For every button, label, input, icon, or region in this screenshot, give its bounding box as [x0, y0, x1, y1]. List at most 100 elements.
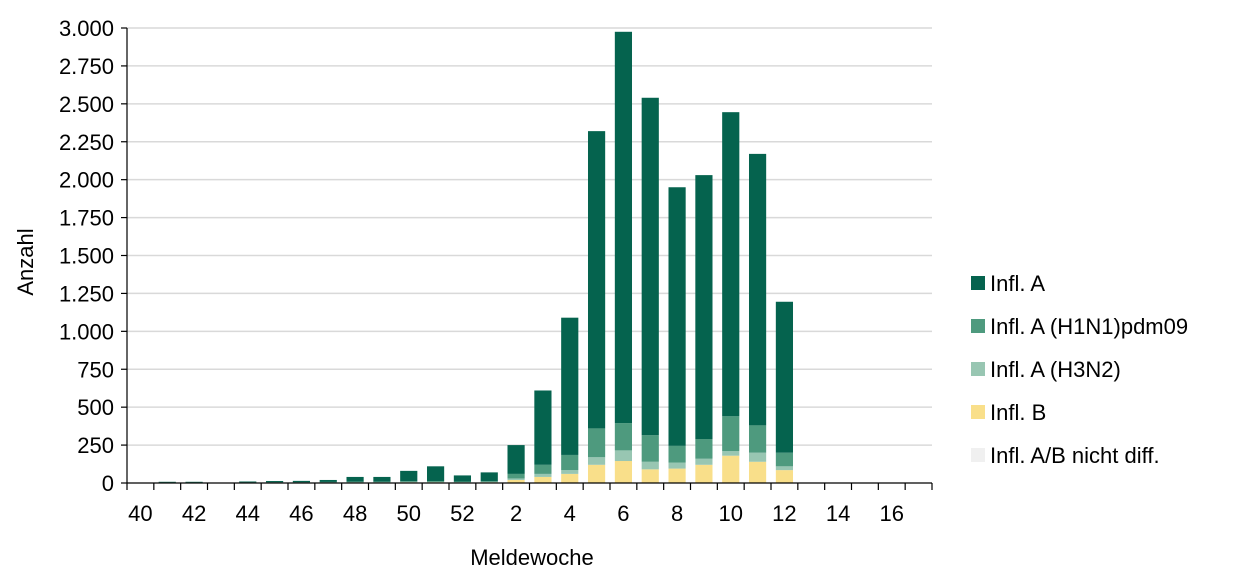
bar-segment: [695, 459, 712, 465]
x-tick-label: 2: [510, 501, 522, 526]
bar-segment: [320, 480, 337, 482]
y-tick-label: 1.250: [59, 281, 114, 306]
bar-segment: [373, 482, 390, 483]
bar-segment: [776, 302, 793, 453]
bar-segment: [507, 474, 524, 479]
legend-swatch: [971, 405, 985, 419]
bar-segment: [722, 451, 739, 456]
bar-segment: [534, 477, 551, 483]
bar-segment: [481, 472, 498, 481]
bar-segment: [561, 455, 578, 470]
bar-segment: [776, 453, 793, 467]
legend-label: Infl. A (H1N1)pdm09: [990, 314, 1188, 339]
bar-segment: [159, 482, 176, 483]
bar-segment: [749, 154, 766, 425]
y-tick-label: 1.000: [59, 319, 114, 344]
y-tick-label: 0: [102, 471, 114, 496]
bar-segment: [346, 482, 363, 483]
y-tick-label: 1.500: [59, 244, 114, 269]
bar-segment: [293, 481, 310, 482]
legend-swatch: [971, 448, 985, 462]
bar-segment: [588, 428, 605, 457]
bar-segment: [561, 318, 578, 455]
bar-segment: [400, 471, 417, 481]
bar-segment: [507, 478, 524, 480]
bar-segment: [695, 465, 712, 483]
x-axis-label: Meldewoche: [470, 545, 594, 570]
bar-segment: [695, 175, 712, 439]
x-tick-label: 50: [397, 501, 421, 526]
bar-segment: [454, 475, 471, 481]
bar-segment: [346, 477, 363, 482]
bar-segment: [185, 482, 202, 483]
bar-segment: [373, 477, 390, 482]
y-tick-label: 2.000: [59, 168, 114, 193]
bar-segment: [749, 462, 766, 483]
x-tick-label: 12: [772, 501, 796, 526]
bar-segment: [239, 481, 256, 482]
bar-segment: [481, 481, 498, 482]
bar-segment: [427, 466, 444, 481]
bar-segment: [615, 461, 632, 483]
bar-segment: [454, 481, 471, 482]
legend-label: Infl. B: [990, 400, 1046, 425]
y-tick-label: 2.750: [59, 54, 114, 79]
bar-segment: [615, 423, 632, 450]
bar-segment: [695, 439, 712, 459]
legend-label: Infl. A/B nicht diff.: [990, 443, 1160, 468]
y-tick-label: 2.250: [59, 130, 114, 155]
y-tick-labels: 0 250 500 750 1.000 1.250 1.500 1.750 2.000 2.250…: [59, 16, 114, 496]
bar-segment: [722, 112, 739, 416]
bar-segment: [588, 131, 605, 428]
bar-segment: [615, 450, 632, 461]
bar-segment: [615, 32, 632, 423]
x-tick-label: 52: [450, 501, 474, 526]
bar-segment: [534, 474, 551, 477]
x-tick-label: 10: [719, 501, 743, 526]
bar-segment: [534, 390, 551, 464]
x-tick-label: 8: [671, 501, 683, 526]
x-tick-label: 6: [617, 501, 629, 526]
legend-label: Infl. A: [990, 271, 1045, 296]
bar-segment: [561, 470, 578, 474]
bar-segment: [642, 469, 659, 483]
gridlines: [127, 28, 932, 445]
bar-segment: [749, 425, 766, 452]
bar-segment: [722, 456, 739, 483]
x-tick-label: 14: [826, 501, 850, 526]
x-tick-label: 4: [564, 501, 576, 526]
y-tick-label: 750: [77, 357, 114, 382]
legend-swatch: [971, 362, 985, 376]
x-tick-label: 48: [343, 501, 367, 526]
bar-segment: [642, 98, 659, 435]
bar-segment: [642, 435, 659, 462]
bar-segment: [642, 462, 659, 470]
bar-segment: [668, 463, 685, 469]
bars: [159, 32, 793, 483]
bar-segment: [400, 481, 417, 482]
bar-segment: [668, 469, 685, 483]
y-tick-label: 500: [77, 395, 114, 420]
bar-segment: [722, 416, 739, 451]
bar-segment: [749, 453, 766, 462]
x-tick-label: 44: [236, 501, 260, 526]
x-tick-label: 16: [880, 501, 904, 526]
y-tick-label: 250: [77, 433, 114, 458]
bar-segment: [561, 474, 578, 483]
bar-segment: [427, 481, 444, 482]
x-tick-labels: 40 42 44 46 48 50 52 2 4 6 8 10 12 14 16: [128, 501, 904, 526]
y-tick-label: 2.500: [59, 92, 114, 117]
bar-segment: [776, 470, 793, 483]
y-tick-label: 1.750: [59, 206, 114, 231]
bar-segment: [266, 481, 283, 482]
axes: [121, 28, 932, 490]
bar-segment: [668, 187, 685, 446]
bar-segment: [776, 466, 793, 470]
x-tick-label: 40: [128, 501, 152, 526]
legend-swatch: [971, 276, 985, 290]
legend-swatch: [971, 319, 985, 333]
bar-segment: [534, 465, 551, 474]
y-tick-label: 3.000: [59, 16, 114, 41]
bar-segment: [507, 445, 524, 474]
